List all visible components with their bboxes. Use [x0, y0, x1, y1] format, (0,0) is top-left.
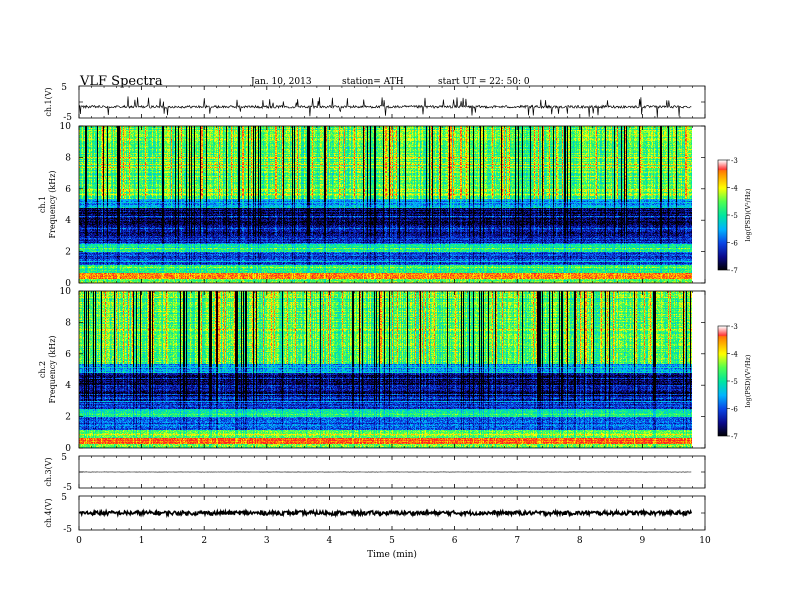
- sp2-ytick-label: 8: [65, 318, 71, 328]
- sp1-colorbar: [718, 160, 727, 270]
- x-tick-label: 7: [514, 536, 520, 546]
- sp2-ylabel: ch.2Frequency (kHz): [38, 335, 57, 403]
- sp1-ytick-label: 10: [60, 122, 72, 132]
- figure-title: VLF Spectra: [80, 74, 163, 89]
- sp2-ytick-label: 6: [65, 350, 71, 360]
- sp2-ytick-label: 10: [60, 287, 72, 297]
- sp1-ytick-label: 2: [65, 248, 71, 258]
- sp1-colorbar-tick-label: -4: [731, 185, 738, 193]
- date-label: Jan. 10, 2013: [251, 77, 312, 87]
- ch1-ytick-bottom: -5: [63, 113, 72, 123]
- sp2-colorbar-tick-label: -3: [731, 323, 738, 331]
- ch1-trace: [78, 96, 692, 118]
- sp2-ytick-label: 4: [65, 381, 71, 391]
- sp1-colorbar-tick-label: -6: [731, 240, 738, 248]
- sp2-colorbar-label: log(PSD)(V²/Hz): [744, 354, 752, 407]
- sp1-heatmap: [79, 126, 692, 283]
- ch3-ylabel: ch.3(V): [44, 457, 53, 486]
- ch1-ylabel: ch.1(V): [44, 87, 53, 116]
- sp2-colorbar-tick-label: -4: [731, 351, 738, 359]
- sp2-heatmap: [79, 291, 692, 448]
- x-tick-label: 4: [327, 536, 333, 546]
- sp1-ytick-label: 6: [65, 185, 71, 195]
- x-tick-label: 1: [139, 536, 145, 546]
- sp2-colorbar-tick-label: -5: [731, 378, 738, 386]
- figure-header: VLF Spectra Jan. 10, 2013 station= ATH s…: [0, 0, 792, 90]
- ch4-trace: [79, 507, 693, 519]
- sp1-ytick-label: 4: [65, 216, 71, 226]
- x-axis-label: Time (min): [367, 549, 417, 560]
- sp1-colorbar-tick-label: -7: [731, 267, 738, 275]
- x-tick-label: 6: [452, 536, 458, 546]
- sp2-ytick-label: 2: [65, 413, 71, 423]
- sp1-ytick-label: 8: [65, 153, 71, 163]
- x-tick-label: 0: [76, 536, 82, 546]
- x-tick-label: 3: [264, 536, 270, 546]
- ch3-ytick-top: 5: [61, 453, 67, 463]
- sp1-colorbar-tick-label: -5: [731, 212, 738, 220]
- sp2-colorbar-tick-label: -6: [731, 406, 738, 414]
- ch1-ytick-top: 5: [61, 83, 67, 93]
- x-tick-label: 9: [640, 536, 646, 546]
- sp2-colorbar: [718, 326, 727, 436]
- sp1-colorbar-label: log(PSD)(V²/Hz): [744, 188, 752, 241]
- sp2-ytick-label: 0: [65, 444, 71, 454]
- x-tick-label: 5: [389, 536, 395, 546]
- ch4-ytick-bottom: -5: [63, 525, 72, 535]
- sp1-ytick-label: 0: [65, 279, 71, 289]
- start-time-label: start UT = 22: 50: 0: [438, 77, 530, 87]
- sp2-colorbar-tick-label: -7: [731, 433, 738, 441]
- x-tick-label: 10: [699, 536, 711, 546]
- ch3-ytick-bottom: -5: [63, 483, 72, 493]
- station-label: station= ATH: [342, 77, 404, 87]
- ch4-ylabel: ch.4(V): [44, 498, 53, 527]
- sp1-colorbar-tick-label: -3: [731, 157, 738, 165]
- ch4-ytick-top: 5: [61, 493, 67, 503]
- x-tick-label: 2: [201, 536, 207, 546]
- sp1-ylabel: ch.1Frequency (kHz): [38, 170, 57, 238]
- x-tick-label: 8: [577, 536, 583, 546]
- ch1-frame: [78, 85, 706, 119]
